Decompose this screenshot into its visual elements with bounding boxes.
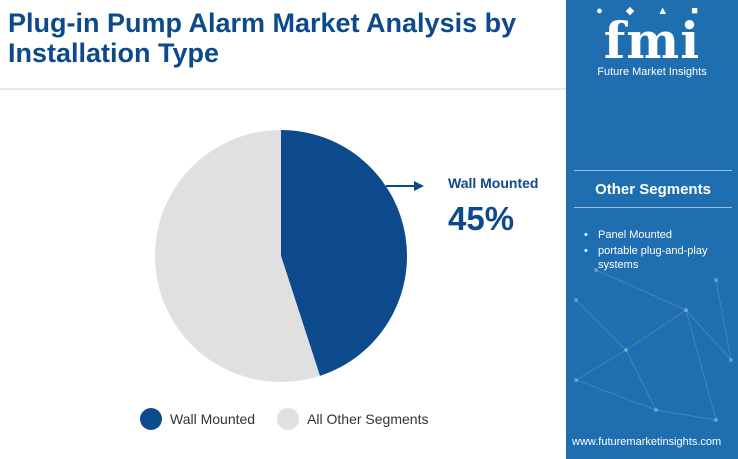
legend-label: All Other Segments [307, 411, 429, 427]
legend-item-wall-mounted: Wall Mounted [140, 408, 255, 430]
logo-mark: fmi [603, 11, 701, 70]
legend-label: Wall Mounted [170, 411, 256, 427]
chart-panel: Plug-in Pump Alarm Market Analysis by In… [0, 8, 566, 430]
chart-legend: Wall Mounted All Other Segments [140, 408, 450, 430]
callout-label: Wall Mounted [448, 175, 539, 191]
logo-subtitle: Future Market Insights [597, 66, 707, 78]
chart-title: Plug-in Pump Alarm Market Analysis by In… [8, 8, 517, 68]
title-divider [0, 88, 566, 90]
logo-icons: ● ◆ ▲ ■ [596, 5, 708, 17]
pie-slice-all-other-segments [155, 130, 320, 382]
segment-item: Panel Mounted [584, 228, 734, 242]
network-pattern [574, 268, 733, 422]
other-segments-list: Panel Mounted portable plug-and-play sys… [584, 228, 734, 274]
fmi-logo: ● ◆ ▲ ■ fmi Future Market Insights [566, 4, 738, 78]
callout-arrow-icon [386, 181, 424, 191]
legend-swatch [140, 408, 162, 430]
website-url: www.futuremarketinsights.com [572, 436, 722, 448]
callout-value: 45% [448, 200, 515, 237]
pie-chart [155, 130, 408, 382]
sidebar-panel: ● ◆ ▲ ■ fmi Future Market Insights Other… [566, 0, 738, 459]
other-segments-title: Other Segments [595, 180, 711, 198]
pie-slice-wall-mounted [281, 130, 408, 376]
legend-swatch [277, 408, 300, 430]
other-segments-heading: Other Segments [574, 170, 732, 208]
segment-item: portable plug-and-play systems [584, 244, 734, 272]
legend-item-other-segments: All Other Segments [277, 408, 428, 430]
